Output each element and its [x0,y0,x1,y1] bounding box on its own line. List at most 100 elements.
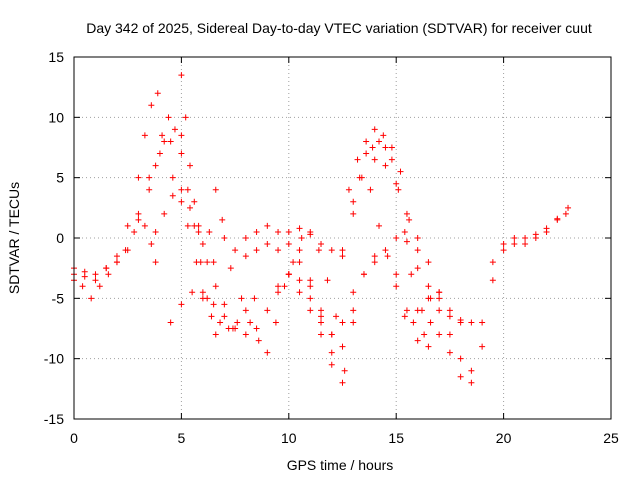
series-track-4 [146,114,219,338]
data-point [221,301,228,308]
data-point [227,265,234,272]
data-point [232,325,239,332]
data-point [285,228,292,235]
data-point [210,301,217,308]
data-point [212,283,219,290]
y-tick-label: 0 [56,230,64,246]
x-tick-label: 15 [388,430,404,446]
data-point [197,259,204,266]
data-point [212,186,219,193]
data-point [178,186,185,193]
data-point [436,331,443,338]
data-point [88,295,95,302]
data-point [363,150,370,157]
data-point [131,228,138,235]
y-tick-label: 10 [48,109,64,125]
data-point [296,247,303,254]
x-axis-label: GPS time / hours [287,457,394,473]
data-point [103,265,110,272]
data-point [255,337,262,344]
data-point [285,271,292,278]
data-point [296,289,303,296]
data-point [146,174,153,181]
data-point [427,295,434,302]
data-point [350,319,357,326]
data-point [446,307,453,314]
data-point [232,247,239,254]
data-point [113,259,120,266]
series-track-14 [371,156,572,386]
data-point [446,349,453,356]
data-point [532,231,539,238]
data-point [457,373,464,380]
data-point [401,313,408,320]
data-point [206,228,213,235]
series-track-8 [210,225,346,266]
data-point [328,349,335,356]
data-point [146,186,153,193]
data-point [238,295,245,302]
data-point [307,283,314,290]
data-point [358,174,365,181]
data-point [354,156,361,163]
axis-ticks [73,56,612,420]
data-point [92,277,99,284]
data-point [290,259,297,266]
data-point [148,102,155,109]
data-point [178,72,185,79]
data-point [178,198,185,205]
data-point [264,222,271,229]
y-tick-label: -15 [44,411,64,427]
data-point [350,289,357,296]
data-point [186,204,193,211]
data-point [446,313,453,320]
data-point [307,307,314,314]
data-point [318,331,325,338]
data-point [242,253,249,260]
data-point [247,319,254,326]
data-point [152,259,159,266]
data-point [199,289,206,296]
data-point [159,132,166,139]
data-point [436,307,443,314]
y-tick-label: 5 [56,170,64,186]
data-point [307,277,314,284]
x-tick-label: 25 [603,430,619,446]
data-point [350,210,357,217]
data-point [457,355,464,362]
data-point [371,126,378,133]
data-point [421,331,428,338]
data-point [393,283,400,290]
data-point [124,247,131,254]
data-point [281,283,288,290]
grid [74,57,611,419]
data-point [511,241,518,248]
series-track-16 [275,247,378,338]
data-point [191,198,198,205]
data-point [401,228,408,235]
data-point [195,228,202,235]
data-point [275,283,282,290]
data-point [242,307,249,314]
data-point [135,174,142,181]
data-point [393,180,400,187]
data-point [382,144,389,151]
data-point [165,114,172,121]
data-point [275,228,282,235]
data-point [403,210,410,217]
data-point [296,277,303,284]
data-point [436,289,443,296]
y-tick-label: 15 [48,49,64,65]
data-point [468,319,475,326]
data-point [562,210,569,217]
data-point [522,241,529,248]
data-point [410,319,417,326]
data-point [105,271,112,278]
data-point [178,301,185,308]
series-track-12 [345,126,432,302]
data-point [178,132,185,139]
data-point [468,367,475,374]
data-point [371,253,378,260]
data-point [376,138,383,145]
data-point [79,283,86,290]
